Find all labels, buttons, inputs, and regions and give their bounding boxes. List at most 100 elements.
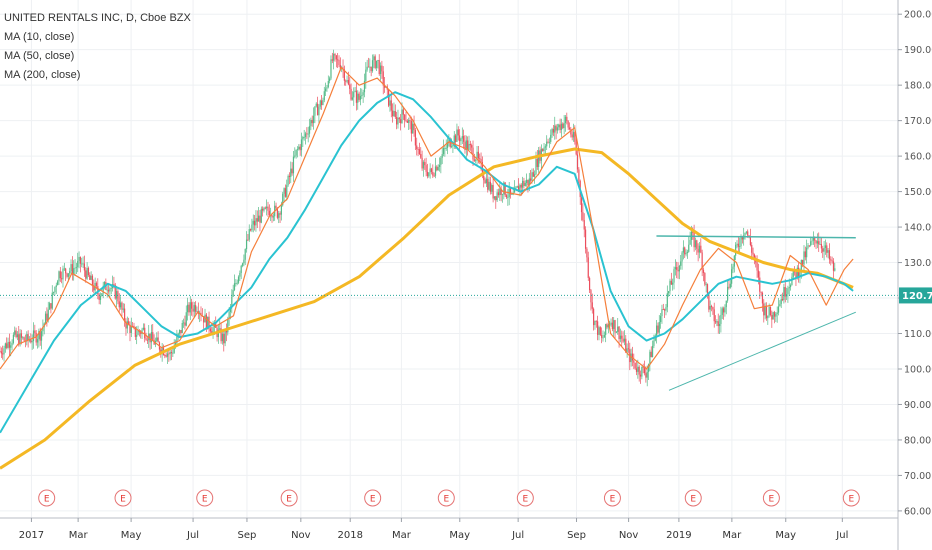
legend-title[interactable]: UNITED RENTALS INC, D, Cboe BZX — [4, 12, 191, 24]
x-tick-label: Jul — [186, 530, 199, 541]
candle-body — [359, 95, 362, 100]
candle-body — [6, 343, 8, 348]
candle-body — [90, 275, 92, 280]
candle-body — [637, 366, 639, 372]
candle-body — [40, 331, 43, 341]
candle-body — [795, 272, 797, 279]
candle-body — [85, 270, 87, 279]
candle-body — [290, 168, 292, 177]
earnings-circle — [603, 489, 621, 507]
candle-body — [215, 322, 217, 328]
candle-body — [78, 256, 80, 261]
candle-body — [463, 136, 465, 142]
candle-body — [172, 352, 174, 354]
candle-body — [528, 178, 530, 186]
candle-body — [14, 330, 16, 335]
candle-body — [477, 151, 479, 159]
candle-body — [370, 66, 372, 72]
candle-body — [780, 299, 782, 304]
candle-body — [310, 119, 312, 127]
candle-body — [224, 330, 226, 344]
earnings-marker: E — [280, 489, 298, 507]
y-axis[interactable]: 200.00 190.00 180.00 170.00 160.00 150.00 140.… — [897, 0, 932, 550]
legend-ma200[interactable]: MA (200, close) — [4, 69, 81, 81]
candle-body — [716, 321, 718, 323]
candle-body — [469, 143, 471, 146]
candle-body — [253, 220, 256, 226]
candle-body — [102, 285, 104, 294]
candle-body — [307, 133, 309, 135]
candle-body — [523, 180, 525, 187]
candle-body — [756, 262, 758, 271]
candle-body — [168, 353, 170, 355]
candle-body — [591, 302, 593, 309]
candle-body — [822, 248, 824, 252]
x-tick-label: 2019 — [666, 530, 691, 541]
legend-ma50[interactable]: MA (50, close) — [4, 50, 75, 62]
candle-body — [807, 245, 809, 248]
earnings-marker: E — [437, 489, 455, 507]
candle-body — [676, 267, 678, 270]
candle-body — [346, 80, 348, 82]
x-axis[interactable]: 2017 Mar May Jul Sep Nov 2018 Mar May Jul Sep Nov 20… — [0, 517, 898, 541]
candle-body — [701, 252, 703, 270]
candle-body — [673, 269, 675, 283]
candle-body — [660, 316, 662, 323]
candle-body — [282, 193, 284, 206]
candle-body — [633, 360, 635, 363]
candle-body — [586, 248, 588, 258]
earnings-marker: E — [684, 489, 702, 507]
candle-body — [77, 260, 79, 268]
candle-body — [34, 330, 36, 333]
candle-body — [831, 260, 833, 262]
earnings-label: E — [286, 495, 292, 505]
earnings-marker: E — [603, 489, 621, 507]
earnings-marker: E — [842, 489, 860, 507]
candle-body — [211, 331, 213, 333]
candle-body — [554, 125, 556, 133]
candle-body — [437, 166, 439, 171]
candle-body — [99, 295, 102, 300]
candle-body — [491, 185, 493, 192]
candle-body — [681, 252, 683, 262]
candle-body — [279, 213, 281, 215]
candle-body — [205, 314, 207, 330]
candle-body — [483, 175, 485, 181]
earnings-label: E — [443, 495, 449, 505]
candle-body — [776, 312, 778, 314]
candle-body — [397, 117, 399, 125]
candle-body — [176, 335, 178, 344]
candle-body — [185, 312, 187, 326]
candle-body — [606, 324, 608, 328]
candle-body — [275, 205, 277, 209]
candle-body — [221, 333, 224, 342]
candle-body — [178, 329, 181, 334]
candle-body — [50, 303, 52, 309]
candle-body — [182, 322, 185, 324]
candle-body — [378, 60, 380, 75]
x-tick-label: Jul — [835, 530, 848, 541]
candle-body — [358, 93, 360, 100]
candle-body — [292, 156, 295, 174]
ma50-line — [0, 91, 854, 434]
earnings-circle — [364, 489, 382, 507]
candle-body — [402, 109, 404, 115]
legend-ma10[interactable]: MA (10, close) — [4, 31, 75, 43]
candle-body — [323, 91, 325, 101]
candle-body — [132, 325, 134, 327]
candle-body — [142, 327, 144, 330]
x-tick-label: May — [775, 530, 796, 541]
candle-body — [32, 330, 35, 342]
candle-body — [551, 128, 553, 135]
candle-body — [504, 182, 506, 196]
candle-body — [826, 245, 828, 253]
candle-body — [505, 195, 508, 198]
candle-body — [739, 246, 741, 248]
candle-body — [382, 71, 384, 86]
candle-body — [413, 123, 415, 131]
candle-body — [706, 284, 709, 295]
x-tick-label: Jul — [511, 530, 524, 541]
candle-body — [744, 232, 746, 236]
